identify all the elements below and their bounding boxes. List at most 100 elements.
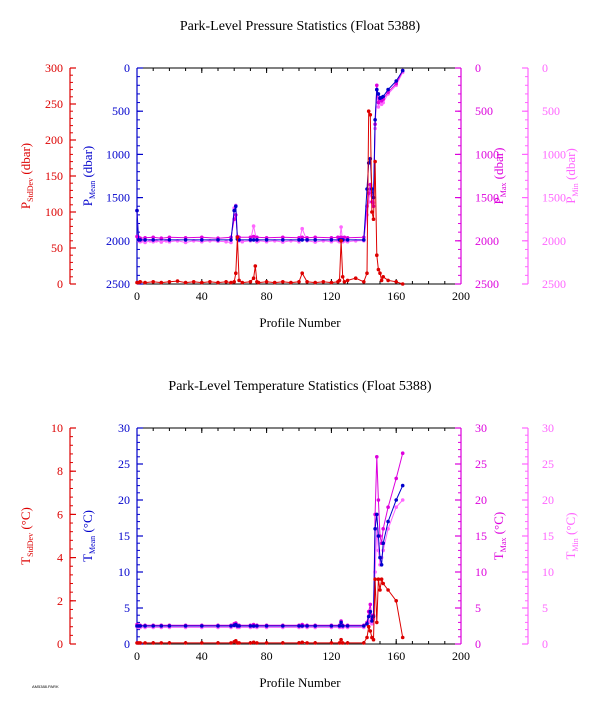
max-axis-label-main: T [491, 552, 506, 560]
min-axis-label-main: T [563, 552, 578, 560]
mean-tick-label: 0 [124, 637, 130, 651]
mean-series-line [136, 70, 404, 241]
mean-tick-label: 5 [124, 601, 130, 615]
stddev-series-point [216, 641, 220, 645]
footnote-text: AM5388.PARK [32, 684, 59, 689]
mean-series-point [300, 624, 305, 628]
min-series-point [370, 622, 374, 626]
x-tick-label: 40 [196, 289, 208, 303]
min-tick-label: 20 [542, 493, 554, 507]
max-series-point [342, 235, 347, 240]
mean-series-point [394, 79, 399, 83]
mean-series-point [376, 534, 381, 538]
stddev-series-point [379, 577, 384, 581]
mean-series-point [381, 94, 386, 99]
min-axis-label-sub: Min [571, 538, 580, 551]
min-series-point [224, 239, 228, 244]
stddev-series-point [200, 641, 204, 645]
mean-series-point [313, 624, 318, 628]
stddev-series-point [281, 641, 285, 645]
stddev-series-point [370, 210, 374, 214]
stddev-series-point [366, 109, 371, 113]
mean-axis-label: TMean (°C) [80, 510, 97, 562]
stddev-series-point [353, 276, 358, 281]
mean-axis-label-main: P [80, 199, 95, 206]
max-series-point [167, 235, 172, 240]
mean-series-point [143, 238, 147, 242]
min-series-point [376, 105, 381, 109]
pressure-panel: Park-Level Pressure Statistics (Float 53… [18, 19, 580, 330]
mean-series-point [375, 512, 379, 517]
max-axis-label: TMax (°C) [491, 512, 508, 560]
stddev-series-point [253, 264, 258, 268]
stddev-series-point [208, 280, 212, 284]
stddev-series-point [143, 280, 147, 285]
stddev-series-point [232, 280, 236, 284]
stddev-series-point [375, 253, 379, 257]
stddev-series-point [272, 280, 277, 285]
mean-series-point [373, 118, 377, 122]
mean-series-point [394, 498, 399, 502]
stddev-series-point [143, 641, 147, 645]
stddev-tick-label: 250 [45, 97, 63, 111]
stddev-series-point [138, 280, 142, 284]
mean-series-point [151, 624, 155, 628]
mean-series-point [345, 624, 350, 628]
max-series-point [248, 235, 253, 240]
stddev-series-point [368, 629, 373, 633]
max-series-point [375, 455, 379, 459]
stddev-series-point [373, 159, 377, 164]
mean-series-point [200, 238, 204, 242]
min-tick-label: 5 [542, 601, 548, 615]
stddev-series-point [297, 641, 301, 645]
mean-series-point [313, 238, 318, 242]
max-tick-label: 20 [475, 493, 487, 507]
max-tick-label: 2500 [475, 277, 499, 291]
mean-axis-label-sub: Mean [88, 181, 97, 199]
max-axis-label-unit: (°C) [491, 512, 506, 538]
stddev-tick-label: 100 [45, 205, 63, 219]
stddev-series-point [264, 280, 269, 284]
stddev-series-point [400, 282, 405, 286]
mean-series-point [368, 609, 373, 614]
stddev-series-point [345, 641, 350, 645]
stddev-series-point [329, 280, 334, 285]
stddev-series-point [362, 641, 366, 645]
min-axis-label-unit: (°C) [563, 512, 578, 538]
max-tick-label: 0 [475, 61, 481, 75]
min-tick-label: 0 [542, 61, 548, 75]
mean-series-point [368, 156, 373, 161]
min-series-point [240, 239, 245, 244]
stddev-series-point [340, 641, 345, 645]
mean-series-point [281, 624, 285, 628]
mean-series-point [370, 619, 374, 623]
x-tick-label: 0 [134, 649, 140, 663]
mean-series-point [167, 238, 172, 242]
stddev-series-point [159, 280, 164, 285]
mean-series-point [138, 238, 142, 242]
mean-series-point [229, 624, 233, 628]
mean-series-point [340, 624, 345, 628]
stddev-series-point [379, 278, 384, 283]
stddev-tick-label: 4 [57, 551, 63, 565]
max-tick-label: 5 [475, 601, 481, 615]
stddev-series-point [365, 271, 369, 276]
mean-series-point [229, 238, 233, 242]
mean-series-point [329, 624, 334, 628]
stddev-series-point [305, 280, 309, 284]
stddev-series-point [300, 640, 305, 645]
mean-series-point [366, 161, 371, 165]
max-axis-label-sub: Max [499, 183, 508, 198]
stddev-series-point [216, 280, 220, 285]
stddev-axis-label-sub: StdDev [26, 178, 35, 202]
stddev-series-point [159, 641, 164, 645]
mean-series-point [381, 541, 386, 545]
min-tick-label: 30 [542, 421, 554, 435]
pressure-chart-title: Park-Level Pressure Statistics (Float 53… [180, 19, 421, 34]
stddev-series-point [345, 278, 350, 283]
max-series-line [136, 70, 404, 239]
stddev-series-point [381, 275, 386, 279]
mean-tick-label: 20 [118, 493, 130, 507]
stddev-series-point [337, 641, 342, 645]
mean-tick-label: 2500 [106, 277, 130, 291]
